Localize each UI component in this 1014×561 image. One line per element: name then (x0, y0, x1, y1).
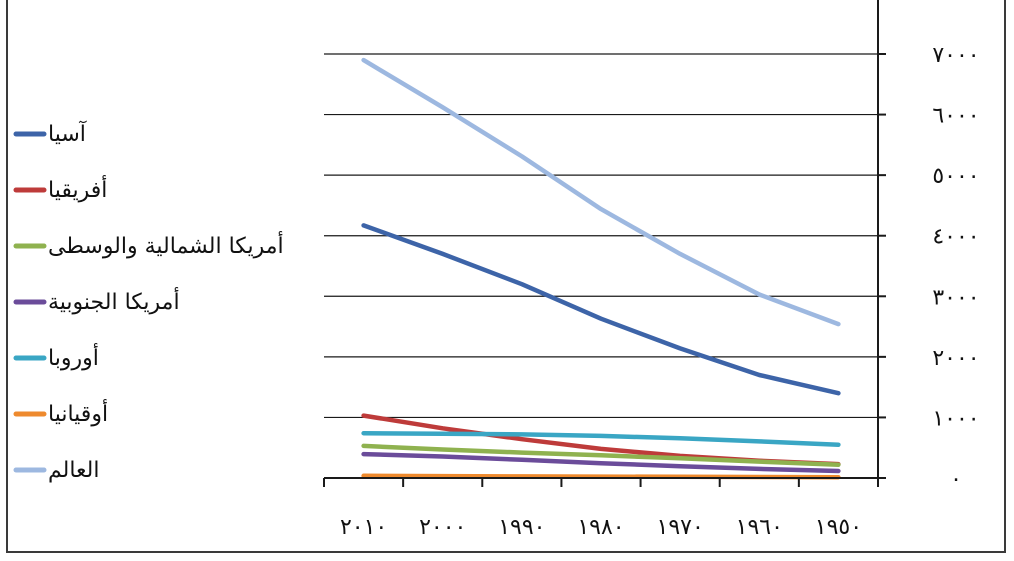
legend-label: أوروبا (48, 343, 99, 371)
y-axis-tick-labels: ٠ ١٠٠٠ ٢٠٠٠ ٣٠٠٠ ٤٠٠٠ ٥٠٠٠ ٦٠٠٠ ٧٠٠٠ (932, 43, 979, 492)
y-tick-label: ٢٠٠٠ (932, 346, 979, 371)
x-tick-label: ١٩٩٠ (498, 515, 545, 540)
x-axis-tick-labels: ١٩٥٠ ١٩٦٠ ١٩٧٠ ١٩٨٠ ١٩٩٠ ٢٠٠٠ ٢٠١٠ (340, 515, 862, 540)
legend-label: أمريكا الجنوبية (48, 287, 180, 315)
y-tick-label: ٦٠٠٠ (932, 104, 979, 129)
series-lines (361, 57, 841, 480)
y-tick-label: ٥٠٠٠ (932, 164, 979, 189)
y-tick-label: ٠ (950, 467, 962, 492)
series-line (361, 473, 841, 480)
series-line (361, 57, 841, 327)
x-tick-label: ١٩٧٠ (657, 515, 704, 540)
y-tick-label: ١٠٠٠ (932, 406, 979, 431)
x-tick-label: ١٩٥٠ (815, 515, 862, 540)
gridlines (324, 53, 886, 419)
x-tick-label: ٢٠١٠ (340, 515, 387, 540)
legend-label: أفريقيا (48, 175, 107, 203)
axes (323, 0, 886, 487)
legend-label: أوقيانيا (48, 399, 108, 427)
series-line (361, 430, 841, 447)
y-tick-label: ٤٠٠٠ (932, 225, 979, 250)
chart-frame: ٠ ١٠٠٠ ٢٠٠٠ ٣٠٠٠ ٤٠٠٠ ٥٠٠٠ ٦٠٠٠ ٧٠٠٠ ١٩٥٠ ١٩٦٠ ١٩… (6, 0, 1006, 553)
y-tick-label: ٣٠٠٠ (932, 285, 979, 310)
series-line (361, 451, 841, 474)
series-line (361, 443, 841, 467)
legend-label: آسيا (48, 120, 87, 147)
x-tick-label: ١٩٨٠ (577, 515, 624, 540)
legend: آسيا أفريقيا أمريكا الشمالية والوسطى أمريكا… (13, 120, 284, 483)
y-tick-label: ٧٠٠٠ (932, 43, 979, 68)
series-line (361, 223, 841, 396)
legend-label: العالم (48, 458, 99, 483)
x-tick-label: ٢٠٠٠ (419, 515, 466, 540)
legend-label: أمريكا الشمالية والوسطى (48, 231, 284, 259)
x-tick-label: ١٩٦٠ (736, 515, 783, 540)
